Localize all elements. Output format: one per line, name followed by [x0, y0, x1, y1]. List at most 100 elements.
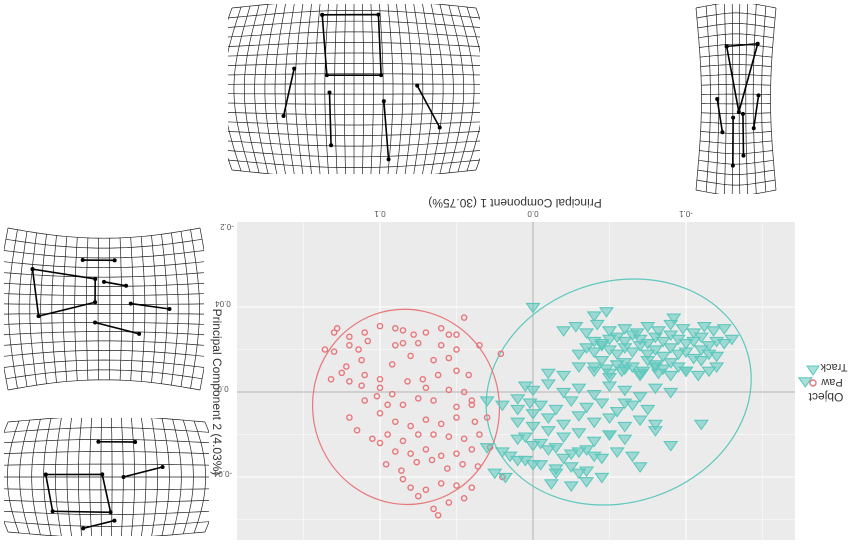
- point-paw: [373, 392, 381, 400]
- point-track: [563, 449, 579, 461]
- point-track: [624, 451, 641, 463]
- point-track: [693, 419, 709, 431]
- grid-line: [97, 238, 99, 380]
- point-track: [663, 358, 679, 369]
- grid-line: [228, 83, 480, 85]
- landmark-point: [755, 41, 760, 46]
- landmark-point: [160, 464, 165, 469]
- point-track: [663, 387, 679, 399]
- landmark-point: [324, 73, 329, 78]
- point-track: [609, 447, 625, 458]
- landmark-point: [415, 83, 420, 88]
- point-track: [617, 324, 633, 335]
- point-paw: [361, 371, 369, 379]
- point-track: [663, 330, 679, 342]
- point-track: [624, 400, 641, 412]
- point-track: [716, 339, 732, 350]
- x-tick-label: 0.0: [527, 209, 539, 218]
- point-track: [696, 322, 712, 333]
- grid-line: [698, 159, 774, 165]
- landmark-link: [716, 98, 724, 133]
- x-axis-ticks: -0.1 0.0 0.1: [374, 209, 693, 218]
- grid-line: [724, 4, 727, 194]
- legend-key-paw: [809, 379, 817, 387]
- point-track: [647, 426, 663, 437]
- point-paw: [483, 414, 491, 421]
- grid-lines: [695, 4, 777, 194]
- point-paw: [453, 367, 460, 375]
- point-track: [617, 364, 633, 376]
- landmark-link: [94, 321, 140, 335]
- grid-line: [4, 500, 209, 503]
- point-paw: [476, 341, 483, 349]
- grid-line: [701, 112, 771, 115]
- landmark-point: [320, 12, 325, 17]
- grid-line: [695, 4, 777, 9]
- point-paw: [376, 375, 384, 383]
- point-paw: [414, 395, 422, 402]
- landmark-point: [30, 267, 35, 272]
- grid-line: [439, 4, 454, 174]
- point-paw: [384, 431, 391, 438]
- point-paw: [376, 439, 384, 447]
- point-track: [510, 417, 526, 429]
- point-track: [797, 377, 813, 388]
- grid-line: [228, 63, 480, 66]
- landmark-link: [416, 85, 441, 128]
- landmark-link: [82, 519, 115, 530]
- point-track: [556, 432, 572, 444]
- landmark-point: [133, 440, 138, 445]
- point-track: [571, 468, 587, 480]
- deformation-grid-top-center: [228, 4, 480, 174]
- landmark-link: [103, 281, 127, 287]
- point-track: [716, 324, 732, 335]
- point-paw: [445, 499, 453, 506]
- point-paw: [460, 314, 468, 321]
- point-paw: [376, 409, 384, 417]
- grid-line: [4, 463, 209, 466]
- point-paw: [474, 463, 482, 470]
- point-track: [517, 432, 533, 444]
- x-tick-label: -0.1: [679, 209, 693, 218]
- point-paw: [333, 324, 341, 332]
- legend-key-track: [806, 365, 820, 376]
- grid-line: [4, 349, 204, 357]
- point-paw: [346, 341, 353, 349]
- grid-line: [4, 340, 204, 346]
- point-paw: [407, 484, 414, 491]
- point-track: [525, 460, 541, 471]
- legend-label-paw: Paw: [821, 376, 842, 388]
- point-track: [617, 385, 633, 397]
- legend: Object Paw Track: [806, 361, 848, 404]
- grid-line: [7, 531, 206, 536]
- point-track: [650, 326, 667, 337]
- point-track: [571, 362, 587, 373]
- point-track: [693, 356, 709, 367]
- point-track: [709, 351, 725, 363]
- point-track: [617, 398, 633, 410]
- warp-grid-left-lower: [4, 418, 209, 536]
- grid-line: [700, 64, 772, 67]
- point-paw: [327, 375, 335, 383]
- point-track: [640, 339, 656, 350]
- landmark-point: [741, 153, 746, 158]
- grid-line: [705, 6, 711, 192]
- point-track: [510, 404, 526, 416]
- point-track: [525, 441, 541, 452]
- point-track: [525, 385, 541, 397]
- landmark-point: [121, 475, 126, 479]
- grid-line: [379, 4, 384, 174]
- point-paw: [453, 482, 460, 489]
- point-paw: [453, 414, 460, 421]
- grid-line: [745, 4, 748, 194]
- landmark-point: [281, 114, 286, 119]
- grid-line: [698, 33, 774, 39]
- grid-line: [700, 131, 772, 134]
- grid-line: [700, 121, 772, 124]
- grid-line: [29, 232, 37, 386]
- point-paw: [388, 361, 396, 368]
- grid-line: [700, 74, 772, 77]
- point-track: [632, 462, 648, 473]
- point-track: [601, 345, 618, 356]
- point-paw: [430, 431, 437, 438]
